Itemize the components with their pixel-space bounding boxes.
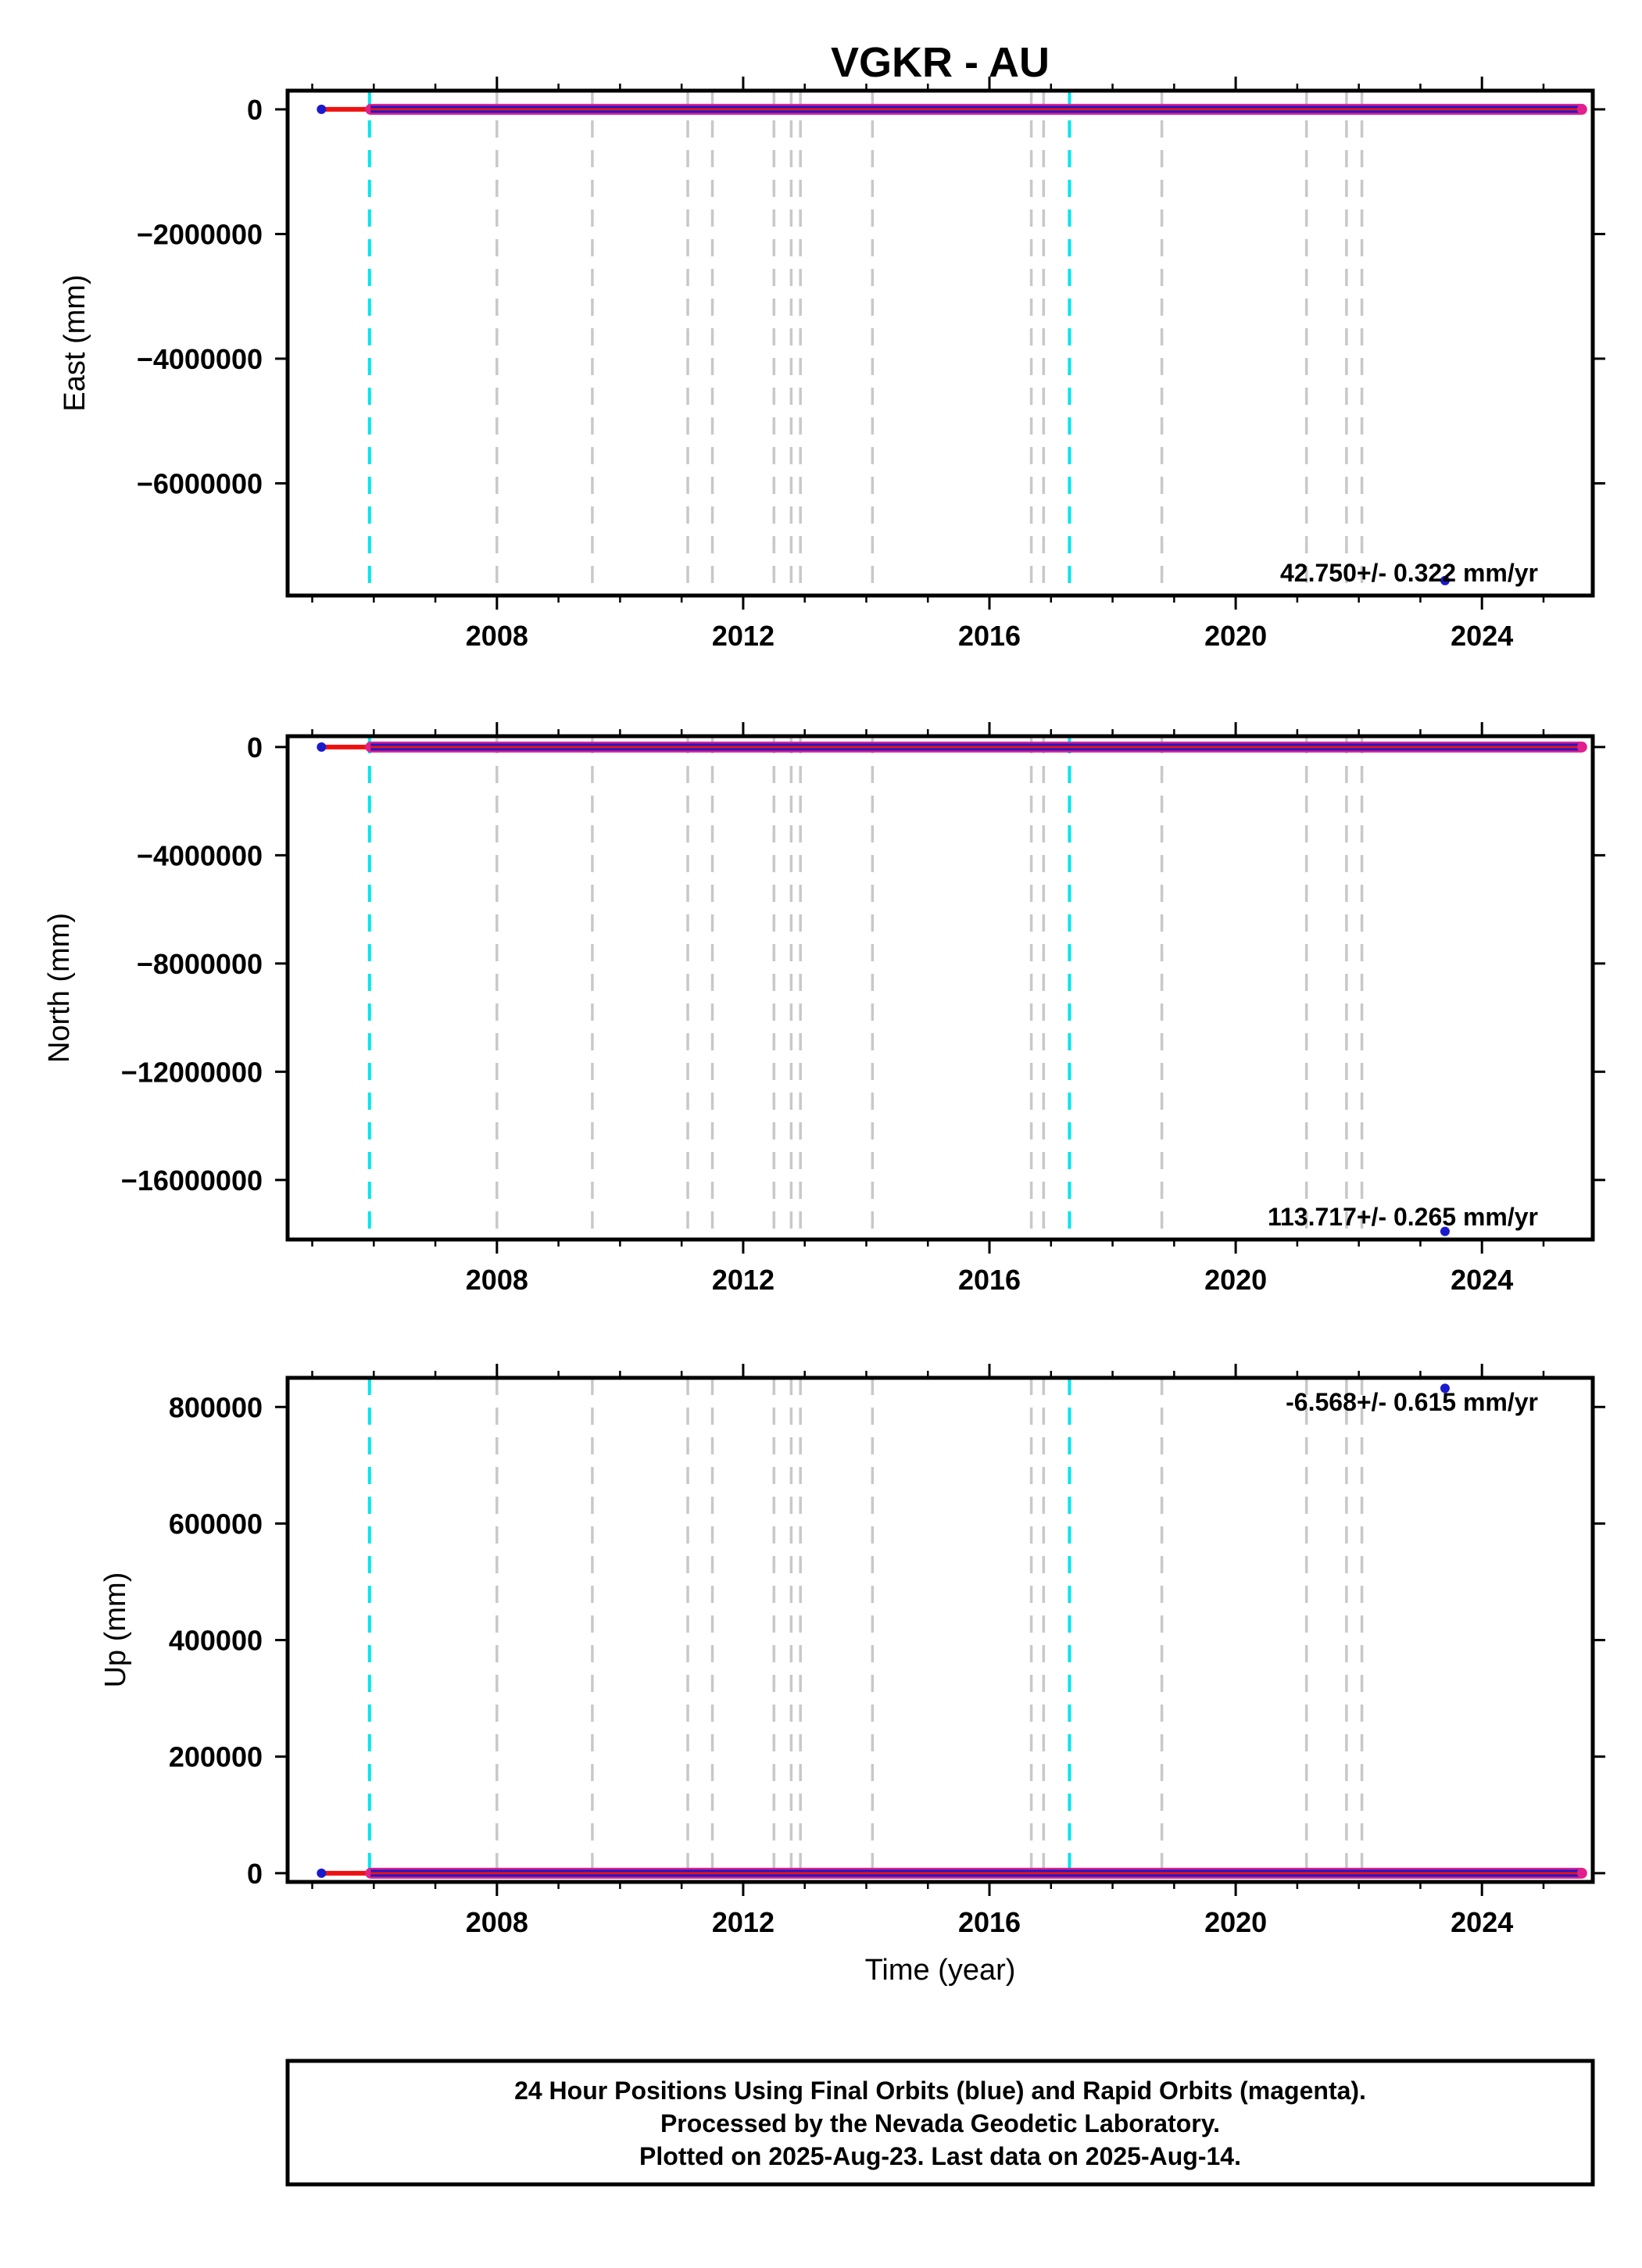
x-tick-label: 2020 xyxy=(1204,620,1267,652)
outlier-data-point xyxy=(1440,575,1450,585)
panel-3: 0 200000 400000 600000 800000 2008 2012 2016 202… xyxy=(99,1364,1605,1987)
early-data-point xyxy=(317,1868,327,1878)
x-tick-label: 2024 xyxy=(1451,1906,1513,1938)
x-tick-label: 2016 xyxy=(958,620,1021,652)
y-tick-label: 0 xyxy=(247,732,263,764)
x-axis-label: Time (year) xyxy=(865,1954,1016,1987)
footer-line-1: 24 Hour Positions Using Final Orbits (bl… xyxy=(514,2077,1366,2105)
y-tick-label: 0 xyxy=(247,1858,263,1890)
y-tick-label: 200000 xyxy=(169,1741,263,1773)
y-tick-label: −8000000 xyxy=(137,948,263,980)
y-axis-label: North (mm) xyxy=(43,913,76,1063)
figure-title: VGKR - AU xyxy=(831,39,1050,86)
y-tick-label: 400000 xyxy=(169,1625,263,1657)
x-tick-label: 2008 xyxy=(466,620,528,652)
outlier-data-point xyxy=(1440,1383,1450,1393)
early-data-point xyxy=(317,742,327,752)
panels: 0 −2000000 −4000000 −6000000 2008 2012 2016 202… xyxy=(43,77,1605,1987)
y-tick-label: 0 xyxy=(247,94,263,126)
y-tick-label: −16000000 xyxy=(121,1164,263,1197)
x-tick-label: 2020 xyxy=(1204,1264,1267,1296)
x-tick-label: 2024 xyxy=(1451,620,1513,652)
early-data-point xyxy=(317,104,327,114)
y-tick-label: −4000000 xyxy=(137,343,263,375)
outlier-data-point xyxy=(1440,1226,1450,1236)
footer-line-2: Processed by the Nevada Geodetic Laborat… xyxy=(660,2109,1220,2137)
velocity-rate-label: 113.717+/- 0.265 mm/yr xyxy=(1268,1203,1538,1231)
x-tick-label: 2008 xyxy=(466,1906,528,1938)
y-tick-label: −2000000 xyxy=(137,218,263,250)
panel-2: 0 −4000000 −8000000 −12000000 −16000000 2008 2… xyxy=(43,722,1605,1296)
y-tick-label: 800000 xyxy=(169,1391,263,1423)
y-tick-label: 600000 xyxy=(169,1508,263,1540)
footer-line-3: Plotted on 2025-Aug-23. Last data on 202… xyxy=(639,2142,1241,2170)
footer-frame xyxy=(285,2059,1595,2187)
x-tick-label: 2016 xyxy=(958,1264,1021,1296)
velocity-rate-label: 42.750+/- 0.322 mm/yr xyxy=(1280,559,1538,587)
x-tick-label: 2012 xyxy=(712,1264,774,1296)
plot-frame xyxy=(285,88,1595,598)
last-data-point xyxy=(1576,104,1587,114)
y-tick-label: −12000000 xyxy=(121,1056,263,1088)
x-tick-label: 2012 xyxy=(712,620,774,652)
y-axis-label: East (mm) xyxy=(59,274,91,411)
panel-1: 0 −2000000 −4000000 −6000000 2008 2012 2016 202… xyxy=(59,77,1605,652)
y-tick-label: −6000000 xyxy=(137,467,263,499)
plot-frame xyxy=(285,1375,1595,1884)
x-tick-label: 2012 xyxy=(712,1906,774,1938)
last-data-point xyxy=(1576,1868,1587,1878)
y-axis-label: Up (mm) xyxy=(99,1572,132,1688)
x-tick-label: 2008 xyxy=(466,1264,528,1296)
x-tick-label: 2024 xyxy=(1451,1264,1513,1296)
plot-frame xyxy=(285,734,1595,1242)
x-tick-label: 2020 xyxy=(1204,1906,1267,1938)
last-data-point xyxy=(1576,742,1587,752)
x-tick-label: 2016 xyxy=(958,1906,1021,1938)
velocity-rate-label: -6.568+/- 0.615 mm/yr xyxy=(1286,1388,1538,1416)
footer-box: 24 Hour Positions Using Final Orbits (bl… xyxy=(285,2059,1595,2187)
y-tick-label: −4000000 xyxy=(137,839,263,871)
